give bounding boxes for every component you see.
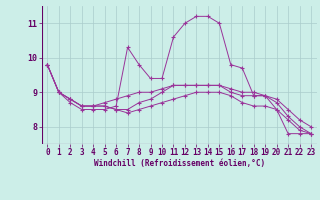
X-axis label: Windchill (Refroidissement éolien,°C): Windchill (Refroidissement éolien,°C) <box>94 159 265 168</box>
